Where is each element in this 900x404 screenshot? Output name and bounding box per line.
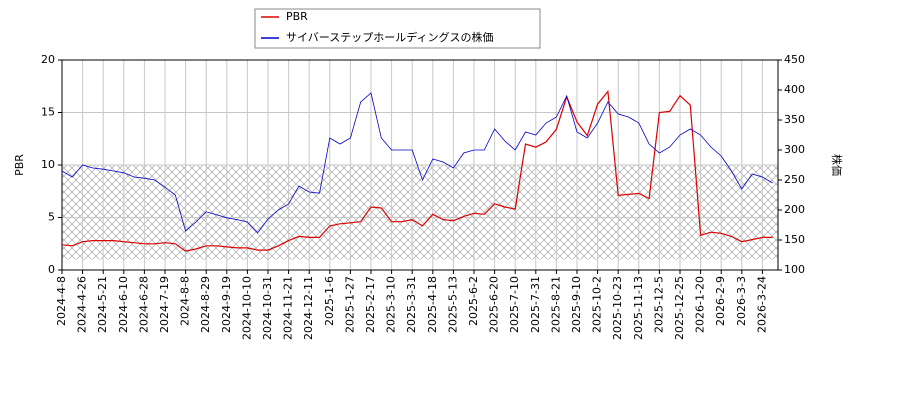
x-tick-label: 2025-10-2 [591,276,604,333]
y2-tick-label: 450 [784,53,805,66]
y-tick-label: 10 [41,158,55,171]
x-tick-label: 2025-3-31 [405,276,418,333]
series-line [61,89,773,252]
y2-axis-label: 株価 [830,154,844,176]
x-tick-label: 2025-2-17 [364,276,377,333]
legend-label: PBR [286,10,308,23]
x-tick-label: 2025-6-20 [488,276,501,333]
y2-tick-label: 400 [784,83,805,96]
y-axis-label: PBR [13,154,26,176]
x-tick-label: 2026-3-24 [755,276,768,333]
x-tick-label: 2025-8-21 [549,276,562,333]
x-tick-label: 2025-9-10 [570,276,583,333]
x-tick-label: 2025-11-13 [632,276,645,340]
x-tick-label: 2024-7-19 [158,276,171,333]
x-tick-label: 2024-4-26 [76,276,89,333]
x-tick-label: 2024-4-8 [55,276,68,326]
x-tick-label: 2024-6-10 [117,276,130,333]
x-tick-label: 2024-9-19 [220,276,233,333]
x-tick-label: 2024-5-21 [96,276,109,333]
x-tick-label: 2025-5-13 [446,276,459,333]
x-tick-label: 2025-1-6 [323,276,336,326]
x-tick-label: 2024-6-28 [137,276,150,333]
y-tick-label: 5 [48,211,55,224]
y2-tick-label: 300 [784,143,805,156]
y-tick-label: 20 [41,53,55,66]
x-tick-label: 2025-10-23 [611,276,624,340]
legend-label: サイバーステップホールディングスの株価 [286,30,493,44]
y2-tick-label: 150 [784,233,805,246]
y2-tick-label: 350 [784,113,805,126]
y-tick-label: 15 [41,106,55,119]
x-tick-label: 2025-12-5 [652,276,665,333]
x-tick-label: 2024-8-8 [179,276,192,326]
x-tick-label: 2024-10-31 [261,276,274,340]
series-line [61,92,773,234]
shaded-band [62,165,778,260]
x-tick-label: 2025-7-10 [508,276,521,333]
x-tick-label: 2025-7-31 [529,276,542,333]
x-tick-label: 2026-3-3 [735,276,748,326]
x-tick-label: 2024-10-10 [240,276,253,340]
x-tick-label: 2025-6-2 [467,276,480,326]
x-tick-label: 2024-11-21 [282,276,295,340]
legend [254,8,541,49]
x-tick-label: 2025-12-25 [673,276,686,340]
x-tick-label: 2025-4-18 [426,276,439,333]
x-tick-label: 2025-1-27 [343,276,356,333]
y2-tick-label: 250 [784,173,805,186]
y2-tick-label: 100 [784,263,805,276]
x-tick-label: 2026-2-9 [714,276,727,326]
x-tick-label: 2026-1-20 [694,276,707,333]
x-tick-label: 2025-3-10 [385,276,398,333]
x-tick-label: 2024-8-29 [199,276,212,333]
y-tick-label: 0 [48,263,55,276]
y2-tick-label: 200 [784,203,805,216]
x-tick-label: 2024-12-11 [302,276,315,340]
